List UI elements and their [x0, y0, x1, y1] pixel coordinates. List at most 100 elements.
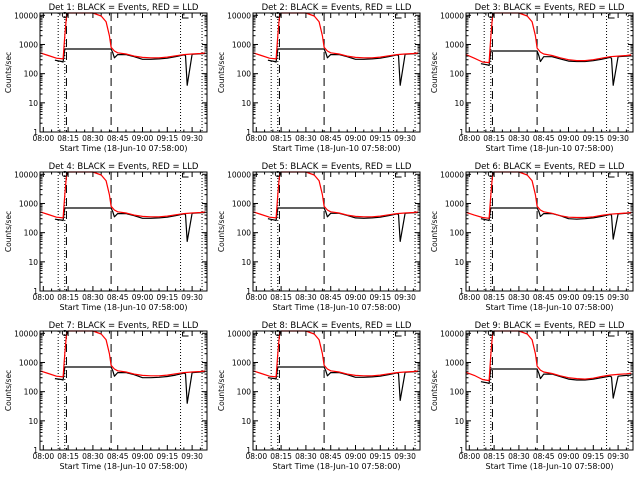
y-axis-label: Counts/sec [430, 211, 439, 252]
y-tick-label: 1 [459, 287, 464, 296]
x-tick-label: 08:30 [508, 452, 530, 461]
x-tick-label: 08:15 [483, 134, 505, 143]
y-axis-label: Counts/sec [430, 52, 439, 93]
x-tick-label: 09:00 [558, 293, 580, 302]
y-tick-label: 10000 [14, 11, 38, 20]
y-tick-label: 1000 [19, 40, 38, 49]
x-tick-label: 09:15 [157, 452, 179, 461]
x-tick-label: 09:15 [370, 134, 392, 143]
plot-frame [39, 330, 208, 451]
lld-series-line [39, 12, 206, 60]
events-series-line [480, 207, 632, 240]
panel-title: Det 4: BLACK = Events, RED = LLD [49, 162, 199, 172]
x-tick-label: 08:45 [320, 134, 342, 143]
x-tick-label: 09:30 [394, 452, 416, 461]
y-tick-label: 10 [454, 417, 464, 426]
x-tick-label: 08:15 [270, 452, 292, 461]
x-tick-label: 08:00 [32, 452, 54, 461]
x-tick-label: 08:00 [32, 134, 54, 143]
x-tick-label: 08:30 [295, 452, 317, 461]
y-tick-label: 100 [450, 388, 465, 397]
x-tick-label: 09:15 [157, 293, 179, 302]
x-tick-label: 08:45 [320, 293, 342, 302]
y-tick-label: 100 [450, 70, 465, 79]
bracket-marker [182, 332, 189, 337]
y-tick-label: 100 [24, 70, 39, 79]
panel-title: Det 1: BLACK = Events, RED = LLD [49, 3, 199, 13]
x-tick-label: 09:30 [607, 134, 629, 143]
plot-frame [465, 330, 634, 451]
x-tick-label: 09:30 [181, 452, 203, 461]
x-tick-label: 08:30 [508, 134, 530, 143]
events-series-line [54, 366, 206, 404]
x-tick-label: 09:30 [394, 134, 416, 143]
y-tick-label: 1 [459, 446, 464, 455]
y-axis-label: Counts/sec [217, 370, 226, 411]
x-axis-label: Start Time (18-Jun-10 07:58:00) [60, 462, 188, 471]
y-tick-label: 100 [237, 70, 252, 79]
y-axis-label: Counts/sec [217, 52, 226, 93]
plot-frame [465, 171, 634, 292]
x-tick-label: 09:15 [583, 134, 605, 143]
x-tick-label: 09:30 [181, 134, 203, 143]
panel-title: Det 5: BLACK = Events, RED = LLD [262, 162, 412, 172]
y-tick-label: 1 [246, 446, 251, 455]
y-tick-label: 1 [33, 446, 38, 455]
detector-panel: Det 8: BLACK = Events, RED = LLD Counts/s… [217, 321, 421, 471]
x-axis-label: Start Time (18-Jun-10 07:58:00) [486, 144, 614, 153]
x-tick-label: 08:45 [107, 452, 129, 461]
x-tick-label: 08:30 [508, 293, 530, 302]
y-axis-label: Counts/sec [217, 211, 226, 252]
panel-title: Det 3: BLACK = Events, RED = LLD [475, 3, 625, 13]
x-tick-label: 09:30 [181, 293, 203, 302]
panel-title: Det 2: BLACK = Events, RED = LLD [262, 3, 412, 13]
events-series-line [54, 48, 206, 86]
x-tick-label: 08:00 [458, 293, 480, 302]
y-tick-label: 100 [24, 229, 39, 238]
events-series-line [267, 207, 419, 242]
x-tick-label: 09:30 [607, 293, 629, 302]
x-tick-label: 08:45 [107, 293, 129, 302]
y-tick-label: 10000 [440, 329, 464, 338]
bracket-marker [395, 173, 402, 178]
y-tick-label: 100 [24, 388, 39, 397]
detector-panel: Det 5: BLACK = Events, RED = LLD Counts/s… [217, 162, 421, 312]
x-axis-label: Start Time (18-Jun-10 07:58:00) [60, 303, 188, 312]
y-axis-label: Counts/sec [4, 211, 13, 252]
x-axis-label: Start Time (18-Jun-10 07:58:00) [273, 462, 401, 471]
lld-series-line [252, 12, 419, 60]
x-tick-label: 09:30 [607, 452, 629, 461]
x-tick-label: 09:00 [132, 293, 154, 302]
x-tick-label: 09:15 [583, 452, 605, 461]
plot-frame [252, 171, 421, 292]
x-tick-label: 08:15 [483, 293, 505, 302]
y-tick-label: 1000 [445, 358, 464, 367]
y-tick-label: 1000 [232, 40, 251, 49]
detector-panel: Det 3: BLACK = Events, RED = LLD Counts/s… [430, 3, 634, 153]
y-tick-label: 1000 [19, 358, 38, 367]
y-tick-label: 1000 [232, 199, 251, 208]
y-tick-label: 1 [459, 128, 464, 137]
y-tick-label: 1000 [445, 40, 464, 49]
bracket-marker [608, 14, 615, 19]
bracket-marker [608, 173, 615, 178]
y-tick-label: 100 [237, 229, 252, 238]
x-tick-label: 08:15 [270, 134, 292, 143]
y-tick-label: 1 [246, 287, 251, 296]
y-tick-label: 10 [28, 258, 38, 267]
events-series-line [480, 50, 632, 86]
bracket-marker [395, 14, 402, 19]
y-tick-label: 10000 [440, 11, 464, 20]
x-tick-label: 08:30 [82, 134, 104, 143]
bracket-marker [182, 14, 189, 19]
x-tick-label: 08:00 [245, 134, 267, 143]
x-tick-label: 08:45 [320, 452, 342, 461]
y-tick-label: 10 [454, 99, 464, 108]
x-tick-label: 09:15 [583, 293, 605, 302]
x-tick-label: 09:00 [558, 452, 580, 461]
x-tick-label: 08:45 [533, 452, 555, 461]
y-tick-label: 10000 [14, 170, 38, 179]
plot-frame [252, 12, 421, 133]
y-tick-label: 10 [241, 417, 251, 426]
